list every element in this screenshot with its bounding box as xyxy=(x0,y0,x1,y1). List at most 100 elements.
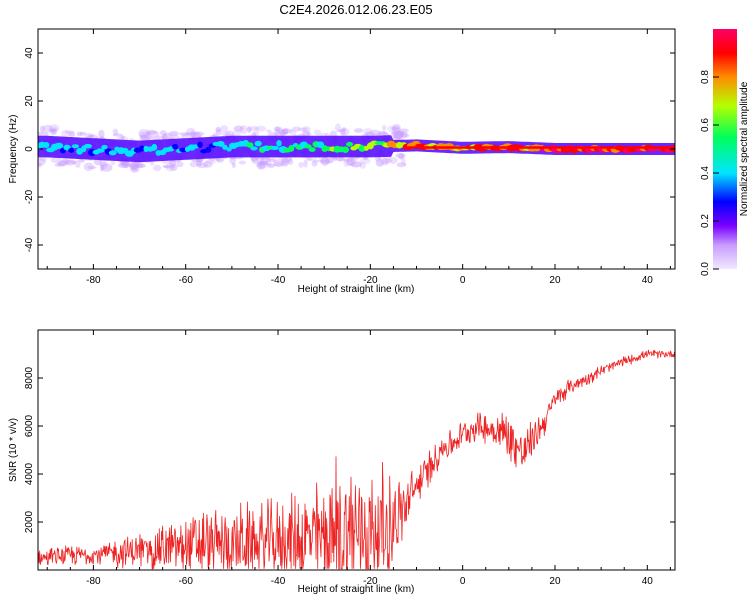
ridge-core-blob xyxy=(321,145,328,153)
ridge-core-blob xyxy=(68,147,75,153)
ridge-halo-blob xyxy=(382,125,387,131)
ridge-core-blob xyxy=(346,141,354,147)
ridge-halo-blob xyxy=(129,163,139,169)
ridge-halo-blob xyxy=(383,160,390,165)
ridge-halo-blob xyxy=(100,161,108,170)
ridge-halo-blob xyxy=(325,157,334,164)
x-tick-label: -80 xyxy=(86,576,101,587)
y-tick-label: 8000 xyxy=(24,366,35,389)
ridge-halo-blob xyxy=(99,161,108,167)
ridge-halo-blob xyxy=(247,126,252,133)
ridge-halo-blob xyxy=(112,133,123,137)
ridge-halo-blob xyxy=(391,128,399,134)
ridge-halo-blob xyxy=(332,156,338,161)
ridge-halo-blob xyxy=(64,130,75,134)
snr-x-label: Height of straight line (km) xyxy=(298,584,415,595)
ridge-halo-blob xyxy=(74,159,81,168)
ridge-halo-blob xyxy=(98,129,105,139)
ridge-halo-blob xyxy=(38,162,43,168)
spectrogram-panel: -80 -60 -40 -20 0 20 40 -40 -20 0 20 40 Height of s… xyxy=(8,28,676,295)
ridge-halo-blob xyxy=(273,158,285,167)
ridge-halo-blob xyxy=(283,156,289,166)
x-tick-label: -40 xyxy=(271,576,286,587)
ridge-halo-blob xyxy=(273,126,283,132)
ridge-halo-blob xyxy=(205,159,217,165)
ridge-halo-blob xyxy=(320,157,330,167)
ridge-halo-blob xyxy=(146,129,158,135)
ridge-halo-blob xyxy=(311,160,318,167)
ridge-halo-blob xyxy=(61,159,72,165)
ridge-halo-blob xyxy=(185,132,196,136)
ridge-halo-blob xyxy=(255,162,263,168)
ridge-halo-blob xyxy=(238,160,246,165)
ridge-core-blob xyxy=(250,146,258,151)
ridge-halo-blob xyxy=(131,164,138,169)
ridge-halo-blob xyxy=(359,157,371,165)
ridge-halo-blob xyxy=(338,128,346,133)
ridge-halo-blob xyxy=(42,124,53,133)
ridge-halo-blob xyxy=(393,133,403,139)
x-tick-label: -40 xyxy=(271,275,286,286)
ridge-halo-blob xyxy=(342,158,354,162)
ridge-halo-blob xyxy=(189,161,198,168)
ridge-halo-blob xyxy=(196,162,208,169)
ridge-halo-blob xyxy=(303,159,308,168)
x-tick-label: 40 xyxy=(642,576,654,587)
x-tick-label: 20 xyxy=(549,576,561,587)
ridge-halo-blob xyxy=(375,158,385,167)
ridge-halo-blob xyxy=(403,133,410,138)
ridge-halo-blob xyxy=(359,161,366,169)
ridge-halo-blob xyxy=(387,125,398,132)
x-tick-label: -80 xyxy=(86,275,101,286)
ridge-halo-blob xyxy=(392,124,401,133)
ridge-halo-blob xyxy=(280,158,290,167)
ridge-core-blob xyxy=(96,148,105,153)
ridge-halo-blob xyxy=(60,129,70,138)
ridge-halo-blob xyxy=(256,161,266,170)
ridge-halo-blob xyxy=(233,125,244,132)
ridge-halo-blob xyxy=(341,127,346,131)
ridge-halo-blob xyxy=(122,160,130,169)
ridge-halo-blob xyxy=(265,158,277,163)
snr-frame xyxy=(37,329,676,571)
ridge-halo-blob xyxy=(215,126,222,133)
ridge-halo-blob xyxy=(87,165,97,170)
ridge-halo-blob xyxy=(306,132,312,136)
colorbar-tick-label: 0.6 xyxy=(700,118,711,132)
ridge-halo-blob xyxy=(266,162,272,166)
ridge-halo-blob xyxy=(229,156,236,165)
x-tick-label: 20 xyxy=(549,275,561,286)
y-tick-label: 40 xyxy=(24,47,35,59)
ridge-halo-blob xyxy=(380,158,389,166)
ridge-halo-blob xyxy=(186,127,196,136)
ridge-halo-blob xyxy=(266,129,272,133)
ridge-halo-blob xyxy=(377,131,388,135)
ridge-halo-blob xyxy=(212,132,219,137)
ridge-core-blob xyxy=(205,146,212,153)
ridge-halo-blob xyxy=(176,161,184,168)
ridge-halo-blob xyxy=(353,128,364,133)
ridge-halo-blob xyxy=(350,161,362,168)
ridge-halo-blob xyxy=(49,127,58,133)
y-tick-label: -20 xyxy=(24,189,35,204)
snr-y-label: SNR (10 * v/v) xyxy=(8,418,19,482)
ridge-halo-blob xyxy=(68,131,76,137)
ridge-halo-blob xyxy=(135,162,144,168)
ridge-halo-blob xyxy=(266,163,275,168)
ridge-halo-blob xyxy=(195,160,203,167)
ridge-halo-blob xyxy=(365,131,373,136)
ridge-halo-blob xyxy=(334,123,342,133)
ridge-halo-blob xyxy=(39,125,45,133)
ridge-halo-blob xyxy=(338,156,344,162)
ridge-halo-blob xyxy=(395,132,406,138)
ridge-halo-blob xyxy=(215,128,222,136)
ridge-halo-blob xyxy=(48,124,60,132)
ridge-halo-blob xyxy=(135,163,146,169)
ridge-halo-blob xyxy=(393,130,404,139)
ridge-halo-blob xyxy=(232,129,242,137)
ridge-halo-blob xyxy=(101,163,113,172)
ridge-halo-blob xyxy=(38,131,49,138)
x-tick-label: -20 xyxy=(363,576,378,587)
y-tick-label: 0 xyxy=(24,146,35,152)
ridge-halo-blob xyxy=(349,160,362,168)
